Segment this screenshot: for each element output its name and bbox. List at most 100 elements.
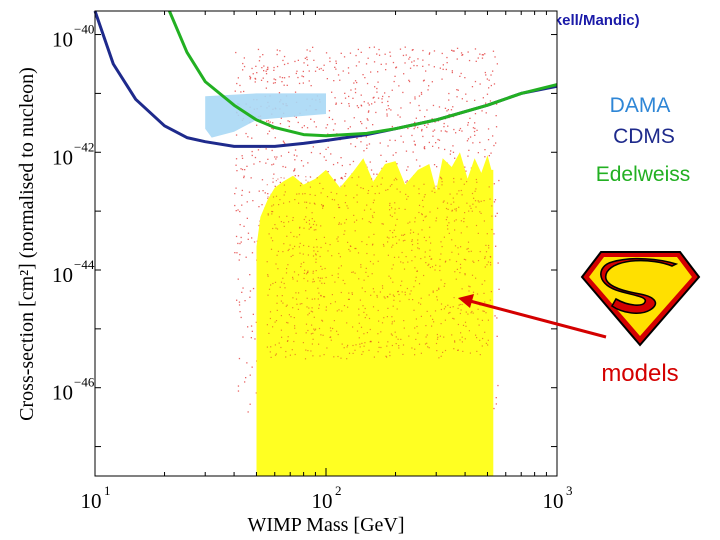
model-point [495, 103, 498, 105]
model-point [418, 302, 420, 304]
model-point [417, 58, 419, 60]
model-point [436, 338, 439, 340]
model-point [265, 87, 267, 89]
model-point [432, 104, 435, 107]
model-point [474, 122, 476, 124]
x-tick-exponent: 1 [104, 483, 111, 498]
model-point [272, 163, 275, 165]
model-point [320, 192, 322, 194]
model-point [395, 224, 397, 226]
model-point [348, 248, 350, 251]
model-point [260, 119, 262, 121]
model-point [377, 309, 379, 312]
model-point [335, 60, 337, 62]
model-point [494, 56, 496, 58]
model-point [280, 300, 282, 302]
model-point [451, 239, 453, 241]
model-point [409, 293, 411, 295]
model-point [372, 306, 375, 308]
model-point [284, 191, 286, 193]
model-point [250, 177, 252, 179]
model-point [303, 125, 305, 127]
model-point [325, 159, 327, 161]
model-point [286, 235, 288, 237]
model-point [433, 129, 436, 131]
model-point [453, 50, 455, 52]
model-point [464, 338, 466, 340]
model-point [305, 323, 308, 325]
model-point [468, 59, 471, 62]
model-point [428, 236, 431, 238]
model-point [299, 303, 301, 305]
model-point [482, 97, 484, 99]
model-point [321, 282, 323, 284]
model-point [377, 97, 380, 99]
model-point [358, 308, 360, 310]
model-point [451, 70, 453, 72]
model-point [251, 237, 253, 239]
model-point [420, 352, 422, 354]
model-point [237, 390, 240, 392]
model-point [436, 166, 438, 168]
model-point [370, 222, 372, 224]
model-point [457, 89, 459, 91]
model-point [262, 190, 264, 192]
model-point [235, 134, 238, 136]
model-point [424, 194, 426, 196]
model-point [313, 229, 315, 231]
model-point [280, 117, 282, 119]
model-point [469, 136, 472, 138]
model-point [277, 268, 279, 270]
model-point [476, 350, 478, 352]
model-point [420, 303, 422, 305]
model-point [395, 152, 397, 154]
model-point [246, 201, 248, 203]
model-point [245, 132, 247, 135]
model-point [377, 81, 379, 83]
model-point [401, 234, 403, 236]
model-point [484, 149, 486, 151]
model-point [399, 116, 401, 118]
model-point [268, 122, 270, 124]
model-point [467, 247, 469, 250]
model-point [317, 298, 319, 300]
model-point [373, 96, 375, 98]
model-point [291, 349, 293, 351]
model-point [483, 310, 485, 312]
model-point [448, 92, 450, 95]
model-point [484, 266, 486, 268]
model-point [330, 191, 332, 193]
model-point [428, 141, 430, 144]
model-point [387, 307, 389, 309]
model-point [306, 58, 308, 61]
model-point [487, 319, 489, 321]
model-point [415, 276, 417, 278]
model-point [367, 57, 369, 59]
model-point [411, 239, 413, 241]
model-point [280, 281, 283, 283]
model-point [315, 261, 317, 263]
model-point [372, 243, 374, 245]
model-point [336, 330, 338, 332]
model-point [337, 204, 339, 206]
model-point [299, 242, 301, 244]
model-point [455, 278, 457, 280]
model-point [456, 47, 459, 49]
model-point [246, 217, 248, 219]
model-point [414, 280, 417, 282]
model-point [245, 256, 247, 258]
model-point [350, 245, 352, 247]
model-point [391, 316, 393, 318]
model-point [289, 354, 291, 356]
model-point [282, 59, 284, 62]
model-point [316, 177, 318, 179]
model-point [241, 189, 243, 192]
model-point [429, 249, 431, 251]
model-point [270, 356, 272, 358]
model-point [382, 287, 384, 289]
model-point [451, 49, 453, 51]
model-point [440, 308, 442, 311]
model-point [440, 130, 442, 132]
model-point [361, 342, 363, 344]
model-point [313, 246, 315, 248]
